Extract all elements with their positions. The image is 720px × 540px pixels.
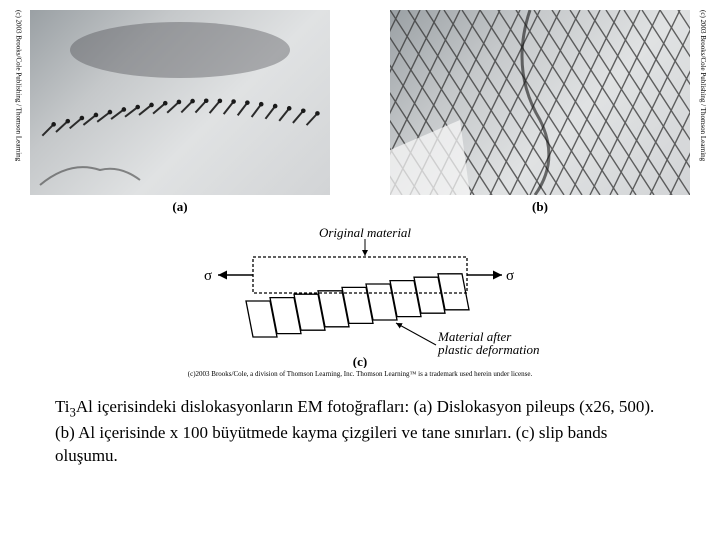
label-b: (b) bbox=[390, 199, 690, 215]
copyright-bottom: (c)2003 Brooks/Cole, a division of Thoms… bbox=[0, 370, 720, 378]
slip-band-diagram: Original materialσσMaterial afterplastic… bbox=[0, 223, 720, 368]
slip-lines-svg bbox=[390, 10, 690, 195]
svg-text:plastic deformation: plastic deformation bbox=[437, 342, 539, 357]
dislocation-pileups-svg bbox=[30, 10, 330, 195]
svg-text:(c): (c) bbox=[353, 354, 367, 368]
micrograph-row bbox=[0, 0, 720, 195]
svg-text:Original material: Original material bbox=[319, 225, 411, 240]
figure-caption: Ti3Al içerisindeki dislokasyonların EM f… bbox=[0, 378, 720, 467]
subfigure-labels-row: (a) (b) bbox=[0, 195, 720, 215]
micrograph-a bbox=[30, 10, 330, 195]
label-a: (a) bbox=[30, 199, 330, 215]
svg-text:σ: σ bbox=[506, 268, 514, 284]
diagram-svg: Original materialσσMaterial afterplastic… bbox=[180, 223, 540, 368]
figure-area: (c) 2003 Brooks/Cole Publishing / Thomso… bbox=[0, 0, 720, 467]
svg-text:σ: σ bbox=[204, 268, 212, 284]
micrograph-b bbox=[390, 10, 690, 195]
caption-pre: Ti bbox=[55, 397, 70, 416]
caption-post: Al içerisindeki dislokasyonların EM foto… bbox=[55, 397, 654, 465]
